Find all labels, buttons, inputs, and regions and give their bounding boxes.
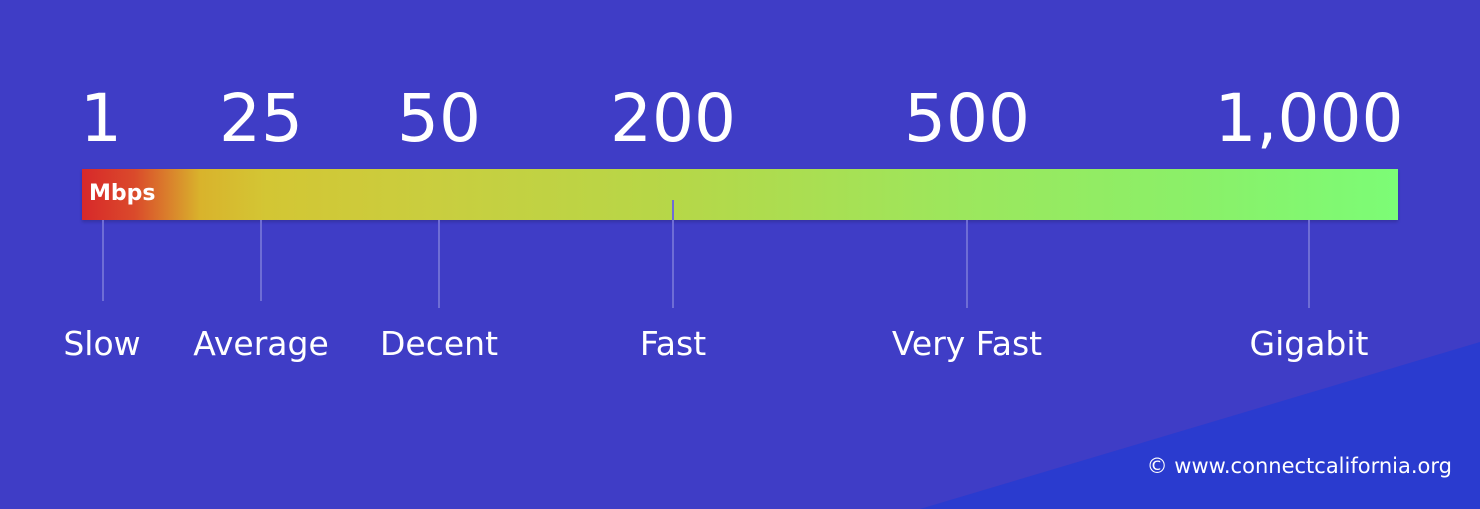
tick-line-decent bbox=[438, 220, 440, 308]
tier-value-1000: 1,000 bbox=[1214, 80, 1404, 157]
copyright-footer: © www.connectcalifornia.org bbox=[1146, 454, 1452, 478]
tick-line-average bbox=[260, 220, 262, 301]
tier-value-1: 1 bbox=[80, 80, 122, 157]
tier-label-average: Average bbox=[193, 324, 329, 363]
tier-value-50: 50 bbox=[397, 80, 481, 157]
tick-line-fast bbox=[672, 200, 674, 308]
tick-line-gigabit bbox=[1308, 220, 1310, 308]
speed-gradient-bar bbox=[82, 169, 1398, 220]
tier-label-gigabit: Gigabit bbox=[1249, 324, 1369, 363]
tier-label-decent: Decent bbox=[379, 324, 499, 363]
tick-line-slow bbox=[102, 220, 104, 301]
tier-value-25: 25 bbox=[219, 80, 303, 157]
unit-label: Mbps bbox=[89, 181, 156, 206]
tier-label-slow: Slow bbox=[63, 324, 141, 363]
tier-value-200: 200 bbox=[610, 80, 736, 157]
tick-line-very-fast bbox=[966, 220, 968, 308]
tier-label-fast: Fast bbox=[639, 324, 707, 363]
tier-label-very-fast: Very Fast bbox=[891, 324, 1043, 363]
tier-value-500: 500 bbox=[904, 80, 1030, 157]
